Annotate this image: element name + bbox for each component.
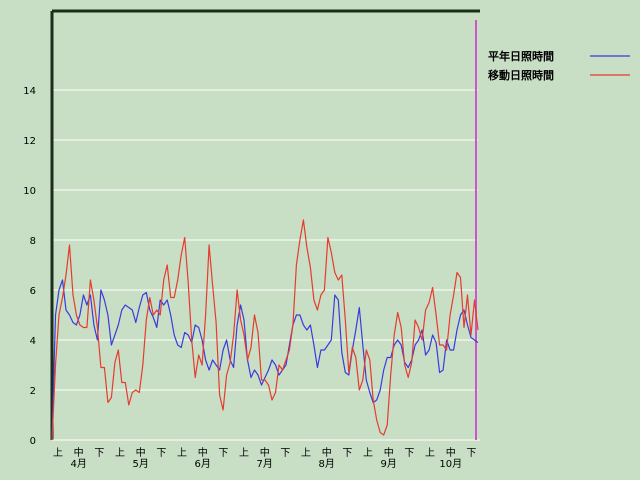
x-tick-labels: 上中下上中下上中下上中下上中下上中下上中下4月 5月 6月 7月 8月 9月 10月: [53, 446, 476, 470]
x-month-label: 10月: [439, 458, 462, 470]
x-period-label: 下: [342, 448, 352, 459]
x-period-label: 上: [301, 447, 311, 459]
x-period-label: 下: [404, 448, 414, 459]
x-period-label: 中: [384, 446, 394, 459]
y-tick-label: 6: [30, 286, 36, 297]
x-period-label: 上: [53, 447, 63, 459]
x-month-label: 8月: [319, 458, 335, 470]
x-period-label: 中: [136, 446, 146, 459]
x-period-label: 上: [425, 447, 435, 459]
x-period-label: 上: [115, 447, 125, 459]
y-tick-label: 12: [23, 136, 36, 147]
x-month-label: 6月: [195, 458, 211, 470]
y-tick-label: 10: [23, 186, 36, 197]
x-period-label: 下: [466, 448, 476, 459]
legend-label: 平年日照時間: [488, 49, 554, 63]
y-tick-labels: 0 2 4 6 8 10 12 14: [23, 86, 36, 447]
x-period-label: 上: [177, 447, 187, 459]
x-month-label: 5月: [132, 458, 148, 470]
grid: [53, 89, 478, 391]
x-period-label: 中: [322, 446, 332, 459]
series-lines: [51, 219, 479, 441]
x-period-label: 上: [363, 447, 373, 459]
x-period-label: 中: [446, 446, 456, 459]
y-tick-label: 4: [30, 336, 36, 347]
x-period-label: 中: [74, 446, 84, 459]
x-period-label: 下: [280, 448, 290, 459]
y-tick-label: 0: [30, 436, 36, 447]
y-tick-label: 2: [30, 386, 36, 397]
x-period-label: 中: [198, 446, 208, 459]
x-period-label: 中: [260, 446, 270, 459]
x-period-label: 下: [94, 448, 104, 459]
x-period-label: 下: [156, 448, 166, 459]
y-tick-label: 14: [23, 86, 36, 97]
x-month-label: 4月: [70, 458, 86, 470]
x-month-label: 9月: [381, 458, 397, 470]
x-period-label: 上: [239, 447, 249, 459]
y-tick-label: 8: [30, 236, 36, 247]
series-line-1: [51, 279, 479, 441]
x-period-label: 下: [218, 448, 228, 459]
legend-label: 移動日照時間: [488, 68, 554, 82]
x-month-label: 7月: [257, 458, 273, 470]
series-line-2: [51, 219, 479, 441]
